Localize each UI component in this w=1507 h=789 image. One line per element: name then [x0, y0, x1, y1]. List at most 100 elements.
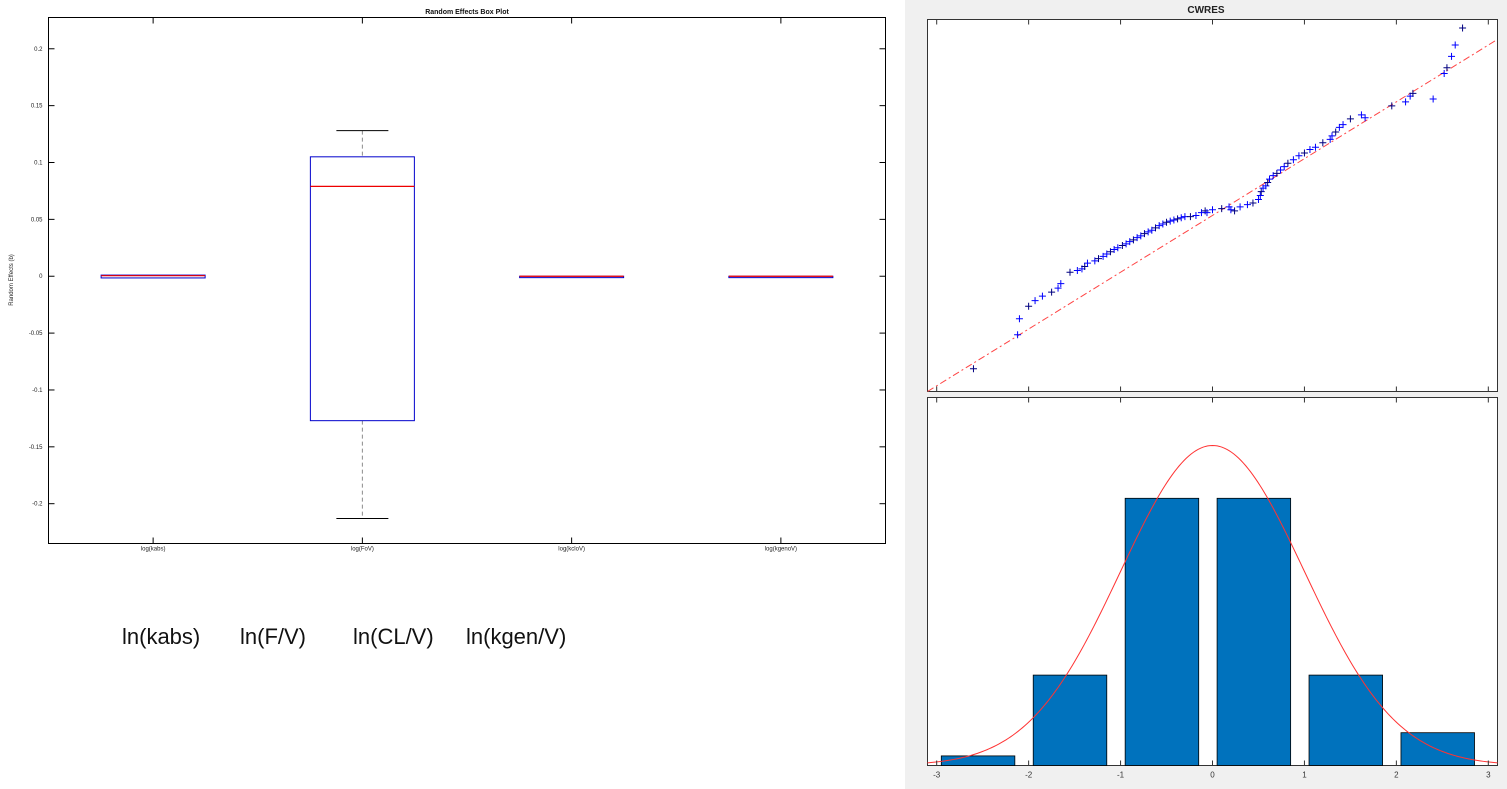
qq-point [1306, 146, 1314, 154]
qq-point [1031, 297, 1039, 305]
qq-point [1284, 159, 1292, 167]
qq-point [1163, 218, 1171, 226]
qq-point [1335, 123, 1343, 131]
qq-point [1095, 255, 1102, 263]
qq-axes-frame [927, 19, 1498, 392]
boxplot-title: Random Effects Box Plot [425, 9, 509, 16]
hist-bar [1124, 497, 1200, 766]
qq-point [1218, 205, 1226, 213]
qq-point [1203, 209, 1211, 217]
qq-point [1254, 196, 1262, 204]
hist-x-tick-label: 0 [1210, 771, 1215, 780]
y-tick-label: 0.2 [34, 47, 43, 53]
qq-point [1126, 238, 1134, 246]
category-label: log(kcloV) [558, 547, 585, 553]
qq-point [1440, 69, 1448, 77]
qq-point [1170, 216, 1178, 224]
category-label: log(kabs) [141, 547, 166, 553]
qq-point [1073, 267, 1081, 275]
qq-point [1269, 172, 1277, 180]
boxplot-axes-frame [48, 17, 886, 544]
qq-point [1014, 331, 1022, 339]
qq-point [1339, 121, 1347, 129]
qq-point [1114, 244, 1122, 252]
qq-point [1057, 280, 1065, 288]
qq-plot [927, 24, 1498, 392]
qq-point [1110, 246, 1118, 254]
qq-point [1448, 52, 1456, 60]
qq-point [1332, 128, 1340, 136]
hist-bar [1308, 674, 1383, 766]
qq-point [1249, 199, 1257, 207]
qq-point [1209, 206, 1216, 214]
cwres-title: CWRES [1187, 5, 1225, 16]
qq-point [1409, 89, 1417, 97]
qq-point [1133, 234, 1141, 242]
qq-point [1451, 41, 1459, 49]
cwres-figure: CWRES -3 -2 -1 0 1 2 3 [927, 5, 1498, 780]
normal-fit-curve [927, 444, 1498, 764]
qq-point [1025, 302, 1033, 310]
boxplot-ticks: 0.2 0.15 0.1 0.05 0 -0.05 -0.1 -0.15 -0.2 [29, 17, 886, 544]
qq-point [1227, 206, 1235, 214]
y-tick-label: 0.05 [31, 217, 43, 223]
qq-point [1295, 152, 1303, 160]
qq-point [969, 365, 977, 373]
qq-point [1140, 230, 1148, 238]
qq-point [1300, 149, 1308, 157]
caption-ln-clv: ln(CL/V) [353, 624, 434, 649]
qq-point [1048, 288, 1056, 296]
y-tick-label: -0.15 [29, 445, 43, 451]
qq-point [1357, 111, 1365, 119]
hist-x-tick-label: 3 [1486, 771, 1491, 780]
boxplot-category-labels: log(kabs) log(FoV) log(kcloV) log(kgenoV) [141, 547, 797, 553]
qq-point [1361, 114, 1369, 122]
qq-point [1066, 268, 1074, 276]
qq-point [1388, 102, 1396, 110]
qq-point [1155, 222, 1163, 230]
y-tick-label: 0 [39, 274, 43, 280]
qq-point [1038, 292, 1046, 300]
qq-point [1083, 259, 1091, 267]
qq-point [1054, 284, 1062, 292]
boxplot-boxes [100, 130, 834, 519]
qq-point [1328, 132, 1336, 140]
qq-point [1346, 115, 1354, 123]
qq-point [1129, 236, 1137, 244]
qq-point [1186, 213, 1194, 221]
qq-point [1137, 232, 1145, 240]
qq-point [1429, 95, 1437, 103]
qq-point [1256, 192, 1264, 200]
category-label: log(FoV) [351, 547, 374, 553]
box [309, 156, 415, 422]
qq-point [1091, 257, 1099, 265]
hist-x-tick-label: -2 [1025, 771, 1033, 780]
hist-bar [940, 755, 1016, 766]
qq-reference-line [927, 38, 1498, 392]
caption-ln-kgenv: ln(kgen/V) [466, 624, 567, 649]
hist-bar [1216, 497, 1292, 766]
hist-bar [1032, 674, 1108, 766]
qq-point [1319, 139, 1327, 147]
qq-point [1159, 220, 1167, 228]
qq-point [1015, 315, 1023, 323]
qq-point [1289, 156, 1297, 164]
y-tick-label: -0.1 [32, 388, 43, 394]
y-tick-label: -0.05 [29, 331, 43, 337]
qq-point [1273, 169, 1281, 177]
hist-x-tick-label: 2 [1394, 771, 1399, 780]
qq-point [1103, 250, 1111, 258]
qq-point [1174, 215, 1182, 223]
hist-axes-frame [927, 397, 1498, 766]
qq-point [1148, 226, 1156, 234]
histogram-plot [927, 444, 1498, 766]
qq-point [1152, 224, 1159, 232]
qq-point [1277, 166, 1285, 174]
qq-point [1280, 163, 1288, 171]
qq-ticks [936, 19, 1489, 392]
hist-x-tick-label: 1 [1302, 771, 1307, 780]
random-effects-box-plot: Random Effects Box Plot Random Effects (… [9, 9, 886, 553]
hist-x-tick-label: -1 [1117, 771, 1125, 780]
y-tick-label: -0.2 [32, 502, 43, 508]
caption-ln-fv: ln(F/V) [240, 624, 306, 649]
